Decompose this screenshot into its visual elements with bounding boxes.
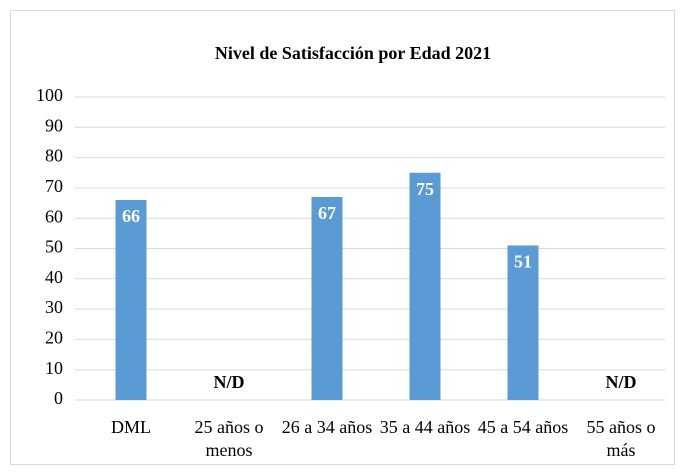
- data-label: N/D: [606, 372, 637, 392]
- y-tick-label: 0: [54, 388, 63, 408]
- x-tick-label: 26 a 34 años: [281, 417, 373, 437]
- x-tick-label: 35 a 44 años: [379, 417, 471, 437]
- data-label: 66: [122, 206, 140, 226]
- y-tick-label: 10: [45, 358, 63, 378]
- y-tick-label: 50: [45, 237, 63, 257]
- data-label: 51: [514, 252, 532, 272]
- y-tick-label: 40: [45, 267, 63, 287]
- bar: [409, 172, 441, 400]
- bar: [115, 200, 147, 400]
- chart-title: Nivel de Satisfacción por Edad 2021: [215, 43, 491, 63]
- y-tick-label: 20: [45, 328, 63, 348]
- y-tick-label: 60: [45, 206, 63, 226]
- data-label: 67: [318, 203, 336, 223]
- bar: [507, 245, 539, 400]
- bar: [311, 196, 343, 400]
- y-tick-label: 80: [45, 146, 63, 166]
- y-tick-label: 70: [45, 176, 63, 196]
- data-label: 75: [416, 179, 434, 199]
- x-tick-label: 55 años o más: [586, 417, 656, 460]
- data-label: N/D: [214, 372, 245, 392]
- y-tick-label: 30: [45, 297, 63, 317]
- x-tick-label: 25 años o menos: [194, 417, 264, 460]
- x-tick-label: 45 a 54 años: [477, 417, 569, 437]
- y-tick-label: 90: [45, 115, 63, 135]
- y-tick-label: 100: [36, 85, 63, 105]
- x-tick-label: DML: [111, 417, 151, 437]
